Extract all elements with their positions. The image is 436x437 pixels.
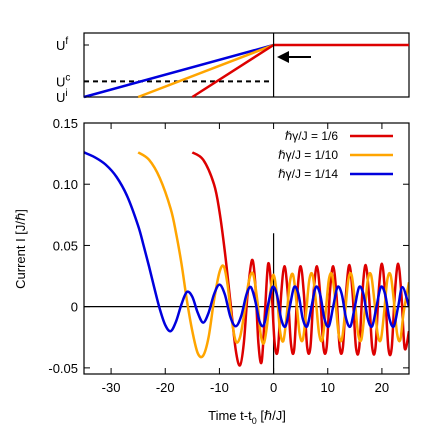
x-tick-label: -20 bbox=[156, 380, 175, 395]
x-tick-label: -10 bbox=[210, 380, 229, 395]
main-ticks: -30 -20 -10 0 10 20 -0.05 0 0.05 0.10 0.15 bbox=[48, 116, 409, 395]
x-axis-title: Time t-t0 [ℏ/J] bbox=[208, 408, 286, 426]
inset-frame bbox=[83, 32, 410, 98]
x-axis-title-unit: [ℏ/J] bbox=[257, 408, 286, 423]
inset-y-tick-label: Uc bbox=[56, 72, 70, 89]
x-tick-label: 0 bbox=[270, 380, 277, 395]
legend-label: ℏγ/J = 1/6 bbox=[285, 129, 339, 143]
inset-y-tick-label: Ui bbox=[56, 88, 68, 105]
x-axis-title-main: Time t-t bbox=[208, 408, 252, 423]
inset-y-tick-label-sub: c bbox=[65, 72, 70, 83]
inset-y-tick-label-sub: i bbox=[65, 88, 67, 99]
current-panel: -30 -20 -10 0 10 20 -0.05 0 0.05 0.10 0.15 ℏγ/J = … bbox=[13, 116, 410, 426]
inset-y-tick-label-base: U bbox=[56, 38, 65, 53]
inset-y-tick-label: Uf bbox=[56, 36, 68, 53]
x-tick-label: -30 bbox=[102, 380, 121, 395]
legend: ℏγ/J = 1/6 ℏγ/J = 1/10 ℏγ/J = 1/14 bbox=[278, 129, 393, 181]
x-axis-title-sub: 0 bbox=[252, 416, 257, 426]
inset-y-tick-label-sub: f bbox=[65, 36, 68, 47]
inset-arrow-head bbox=[277, 51, 289, 63]
inset-arrow bbox=[277, 51, 311, 63]
inset-ramp-1-6 bbox=[191, 43, 275, 99]
main-frame bbox=[83, 122, 410, 375]
y-tick-label: 0.15 bbox=[53, 116, 78, 131]
y-tick-label: -0.05 bbox=[48, 361, 78, 376]
y-axis-title: Current I [J/ℏ] bbox=[13, 209, 28, 289]
inset-y-tick-label-base: U bbox=[56, 90, 65, 105]
y-tick-label: 0.05 bbox=[53, 238, 78, 253]
y-tick-label: 0.10 bbox=[53, 177, 78, 192]
legend-label: ℏγ/J = 1/14 bbox=[278, 167, 338, 181]
inset-ramp-1-14 bbox=[83, 43, 274, 99]
y-tick-label: 0 bbox=[71, 300, 78, 315]
x-tick-label: 20 bbox=[375, 380, 389, 395]
inset-ramp-1-10 bbox=[137, 43, 275, 99]
series-line-2 bbox=[137, 151, 409, 359]
legend-label: ℏγ/J = 1/10 bbox=[278, 148, 338, 162]
main-curves bbox=[84, 151, 409, 374]
inset-y-tick-label-base: U bbox=[56, 74, 65, 89]
x-tick-label: 10 bbox=[321, 380, 335, 395]
series-line-3 bbox=[84, 151, 409, 333]
inset-curves bbox=[83, 33, 409, 99]
